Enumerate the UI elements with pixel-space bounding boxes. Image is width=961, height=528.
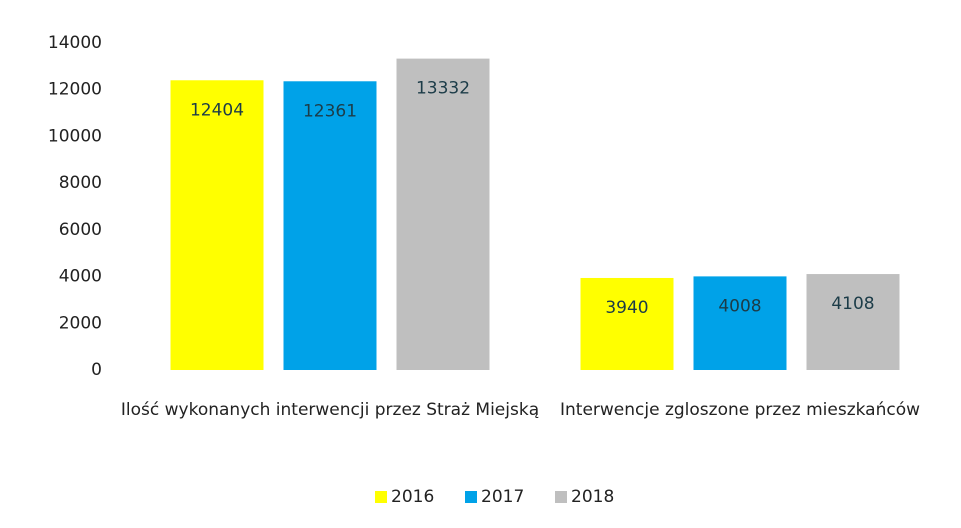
- bar: [806, 274, 900, 370]
- legend-label: 2018: [571, 487, 614, 507]
- legend-swatch: [375, 491, 387, 503]
- bar: [396, 58, 490, 370]
- legend-label: 2017: [481, 487, 524, 507]
- x-tick-label: Interwencje zgloszone przez mieszkańców: [559, 400, 921, 420]
- legend-swatch: [465, 491, 477, 503]
- bar: [283, 81, 377, 371]
- y-tick-label: 14000: [48, 33, 102, 53]
- data-label: 4108: [831, 294, 874, 314]
- bar: [580, 277, 674, 370]
- legend-swatch: [555, 491, 567, 503]
- data-label: 13332: [416, 79, 470, 99]
- data-label: 3940: [605, 298, 648, 318]
- y-tick-label: 0: [91, 360, 102, 380]
- y-tick-label: 4000: [59, 267, 102, 287]
- y-tick-label: 10000: [48, 126, 102, 146]
- y-tick-label: 6000: [59, 220, 102, 240]
- data-label: 4008: [718, 296, 761, 316]
- y-tick-label: 12000: [48, 80, 102, 100]
- data-label: 12404: [190, 100, 244, 120]
- y-tick-label: 8000: [59, 173, 102, 193]
- legend-label: 2016: [391, 487, 434, 507]
- x-tick-label: Ilość wykonanych interwencji przez Straż…: [120, 400, 540, 420]
- y-tick-label: 2000: [59, 313, 102, 333]
- bar: [170, 80, 264, 370]
- bar: [693, 276, 787, 370]
- data-label: 12361: [303, 101, 357, 121]
